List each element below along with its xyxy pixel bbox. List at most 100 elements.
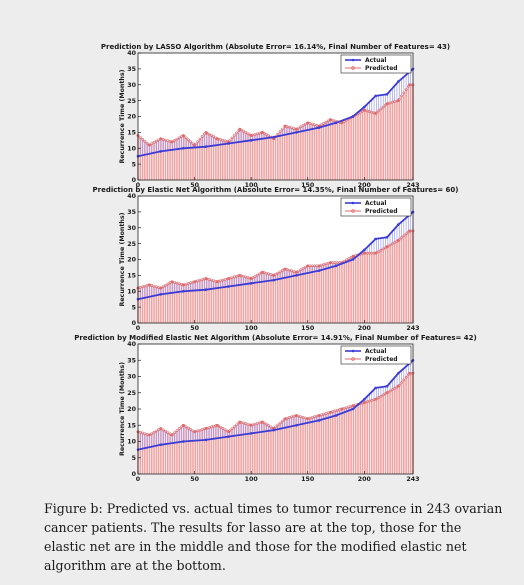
- predicted-bar: [288, 417, 291, 474]
- predicted-bar: [295, 272, 297, 323]
- predicted-point: [402, 378, 406, 382]
- predicted-point: [221, 427, 225, 430]
- predicted-bar: [208, 134, 210, 180]
- predicted-bar: [281, 270, 284, 323]
- predicted-point: [180, 425, 183, 429]
- actual-data-point: [227, 285, 230, 288]
- chart-panel-1: Prediction by LASSO Algorithm (Absolute …: [101, 43, 450, 189]
- predicted-bar: [233, 426, 236, 474]
- predicted-data-point: [351, 254, 355, 258]
- actual-data-point: [385, 235, 389, 239]
- predicted-bar: [407, 231, 410, 323]
- predicted-bar: [343, 121, 346, 180]
- predicted-bar: [391, 389, 394, 474]
- predicted-bar: [219, 139, 222, 180]
- predicted-bar: [350, 406, 352, 474]
- predicted-bar: [313, 416, 316, 474]
- y-tick-label: 20: [127, 406, 136, 413]
- predicted-point: [138, 136, 142, 139]
- y-tick-label: 15: [127, 273, 136, 280]
- predicted-bar: [196, 430, 199, 474]
- predicted-data-point: [261, 130, 264, 134]
- predicted-bar: [238, 130, 240, 180]
- predicted-data-point: [170, 140, 174, 144]
- predicted-bar: [290, 416, 293, 474]
- predicted-bar: [297, 128, 300, 180]
- predicted-point: [184, 136, 188, 140]
- predicted-bar: [157, 287, 160, 323]
- predicted-bar: [386, 103, 389, 180]
- predicted-bar: [283, 419, 286, 474]
- predicted-bar: [189, 282, 192, 323]
- predicted-bar: [274, 274, 277, 323]
- predicted-bar: [199, 430, 201, 474]
- predicted-data-point: [328, 261, 332, 265]
- charts-figure: Prediction by LASSO Algorithm (Absolute …: [74, 43, 477, 483]
- predicted-bar: [398, 99, 401, 180]
- actual-data-point: [204, 145, 208, 148]
- predicted-bar: [160, 138, 162, 180]
- chart-title: Prediction by Elastic Net Algorithm (Abs…: [93, 186, 459, 194]
- predicted-bar: [144, 433, 146, 474]
- predicted-bar: [357, 404, 359, 474]
- predicted-point: [154, 139, 158, 143]
- predicted-data-point: [181, 283, 185, 287]
- predicted-bar: [320, 265, 323, 323]
- predicted-point: [253, 275, 257, 278]
- predicted-bar: [329, 119, 332, 180]
- predicted-data-point: [374, 111, 378, 115]
- predicted-bar: [315, 416, 318, 474]
- predicted-bar: [254, 424, 256, 474]
- predicted-point: [303, 122, 307, 126]
- predicted-bar: [212, 280, 215, 323]
- predicted-bar: [201, 136, 203, 180]
- predicted-bar: [368, 401, 371, 474]
- predicted-point: [319, 123, 323, 127]
- predicted-bar: [315, 265, 318, 323]
- actual-data-point: [159, 150, 162, 153]
- predicted-bar: [290, 270, 293, 323]
- actual-data-point: [334, 121, 338, 125]
- predicted-bar: [409, 373, 412, 474]
- predicted-bar: [338, 262, 341, 323]
- predicted-point: [402, 91, 406, 95]
- predicted-bar: [370, 400, 373, 474]
- predicted-data-point: [193, 280, 196, 284]
- predicted-data-point: [159, 286, 163, 290]
- predicted-bar: [348, 118, 350, 180]
- predicted-bar: [173, 432, 176, 474]
- x-tick-label: 100: [245, 325, 259, 332]
- predicted-bar: [389, 390, 391, 474]
- predicted-point: [379, 107, 383, 111]
- actual-data-point: [317, 419, 321, 422]
- predicted-point: [264, 422, 268, 426]
- predicted-point: [175, 137, 179, 141]
- y-tick-label: 15: [127, 422, 136, 429]
- x-tick-label: 50: [190, 476, 199, 483]
- predicted-point: [164, 429, 167, 433]
- predicted-data-point: [147, 143, 151, 147]
- predicted-bar: [377, 110, 380, 180]
- predicted-bar: [368, 111, 371, 180]
- predicted-bar: [338, 409, 341, 474]
- predicted-bar: [263, 422, 265, 474]
- actual-data-point: [295, 131, 298, 134]
- predicted-bar: [210, 280, 213, 323]
- predicted-bar: [185, 426, 187, 474]
- predicted-bar: [400, 382, 403, 474]
- predicted-bar: [389, 245, 391, 323]
- predicted-bar: [240, 275, 242, 323]
- predicted-point: [173, 431, 177, 435]
- predicted-point: [297, 126, 300, 130]
- predicted-bar: [173, 282, 176, 323]
- predicted-bar: [325, 122, 327, 180]
- predicted-bar: [160, 287, 162, 323]
- y-tick-label: 0: [132, 177, 137, 184]
- predicted-bar: [380, 108, 382, 180]
- predicted-bar: [242, 423, 245, 474]
- predicted-point: [278, 270, 282, 274]
- predicted-bar: [352, 116, 355, 180]
- predicted-bar: [313, 265, 316, 323]
